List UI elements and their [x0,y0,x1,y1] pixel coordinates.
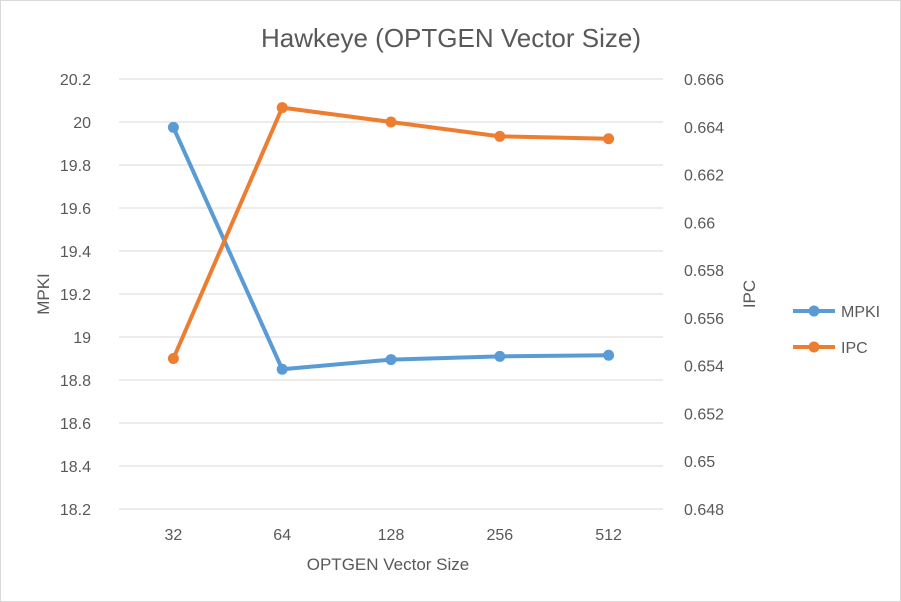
data-point [167,353,179,364]
data-point [494,130,506,142]
legend-swatch-marker [808,341,820,353]
series-line [171,105,611,361]
right-tick-label: 0.654 [684,359,724,376]
gridlines [119,78,663,510]
left-tick-label: 18.4 [60,459,91,476]
data-point [603,133,615,145]
data-point [385,354,397,366]
data-point [167,121,179,133]
right-tick-label: 0.662 [684,168,724,185]
left-tick-label: 18.2 [60,502,91,519]
legend-label: IPC [841,340,868,357]
x-tick-label: 64 [273,527,291,544]
left-tick-label: 18.6 [60,416,91,433]
right-tick-label: 0.652 [684,406,724,423]
x-tick-label: 512 [595,527,622,544]
left-tick-label: 19.8 [60,158,91,175]
chart-title: Hawkeye (OPTGEN Vector Size) [261,23,641,53]
right-tick-label: 0.65 [684,454,715,471]
y2-axis-title: IPC [740,280,759,308]
left-tick-label: 20.2 [60,72,91,89]
legend-item-ipc: IPC [793,340,868,357]
left-tick-label: 19.2 [60,287,91,304]
left-tick-label: 18.8 [60,373,91,390]
x-axis-title: OPTGEN Vector Size [307,555,470,574]
x-tick-label: 128 [378,527,405,544]
x-axis-ticks: 32 64 128 256 512 [165,527,623,544]
legend-item-mpki: MPKI [793,304,880,321]
left-tick-label: 19 [73,330,91,347]
series-layer [167,102,615,375]
left-tick-label: 20 [73,115,91,132]
data-point [385,116,397,128]
legend: MPKI IPC [793,304,880,357]
legend-label: MPKI [841,304,880,321]
left-tick-label: 19.6 [60,201,91,218]
right-tick-label: 0.656 [684,311,724,328]
x-tick-label: 256 [486,527,513,544]
series-mpki [167,121,615,375]
data-point [276,102,288,114]
series-ipc [167,102,615,364]
data-point [494,350,506,362]
data-point [276,363,288,375]
left-tick-label: 19.4 [60,244,91,261]
right-axis-ticks: 0.648 0.65 0.652 0.654 0.656 0.658 0.66 0.662 0.… [684,72,724,519]
left-axis-ticks: 18.2 18.4 18.6 18.8 19 19.2 19.4 19.6 19.8 20 20.2 [60,72,91,519]
right-tick-label: 0.66 [684,215,715,232]
right-tick-label: 0.664 [684,120,724,137]
right-tick-label: 0.648 [684,502,724,519]
right-tick-label: 0.666 [684,72,724,89]
y-axis-title: MPKI [34,273,53,315]
legend-swatch-marker [808,305,820,317]
data-point [603,349,615,361]
right-tick-label: 0.658 [684,263,724,280]
series-line [171,125,611,372]
x-tick-label: 32 [165,527,183,544]
